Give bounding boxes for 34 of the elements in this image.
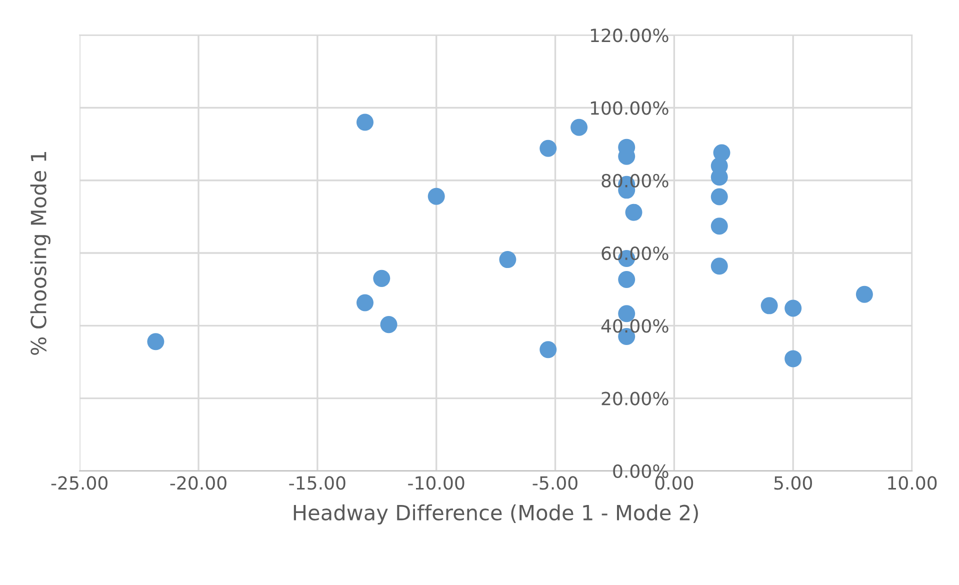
point [499,251,516,268]
y-tick-label: 40.00% [601,319,668,333]
point [710,218,728,235]
point [784,350,802,368]
point [856,286,873,303]
point [760,297,778,314]
point [570,118,588,136]
y-tick-label: 20.00% [602,392,668,406]
x-tick-label: -10.00 [408,476,464,490]
x-tick-label: 0.00 [655,476,694,490]
point [428,188,445,205]
point [147,333,164,350]
point [540,341,557,358]
y-tick-label: 0.00% [613,464,668,478]
point [356,294,374,312]
point [380,316,398,334]
point [784,300,802,317]
point [618,271,636,288]
point [625,204,642,221]
y-tick-label: 100.00% [590,101,668,115]
point [356,114,374,131]
x-tick-label: -20.00 [170,476,226,490]
x-tick-label: 10.00 [888,476,937,490]
x-axis-title: Headway Difference (Mode 1 - Mode 2) [294,504,698,525]
y-tick-label: 120.00% [590,28,668,42]
point [540,140,557,157]
x-tick-label: -15.00 [289,476,346,490]
point [710,188,728,206]
point [710,258,728,275]
x-tick-label: -25.00 [51,476,108,490]
point [373,270,390,287]
y-axis-title: % Choosing Mode 1 [30,152,50,355]
x-tick-label: 5.00 [774,476,812,490]
x-tick-label: -5.00 [532,476,578,490]
